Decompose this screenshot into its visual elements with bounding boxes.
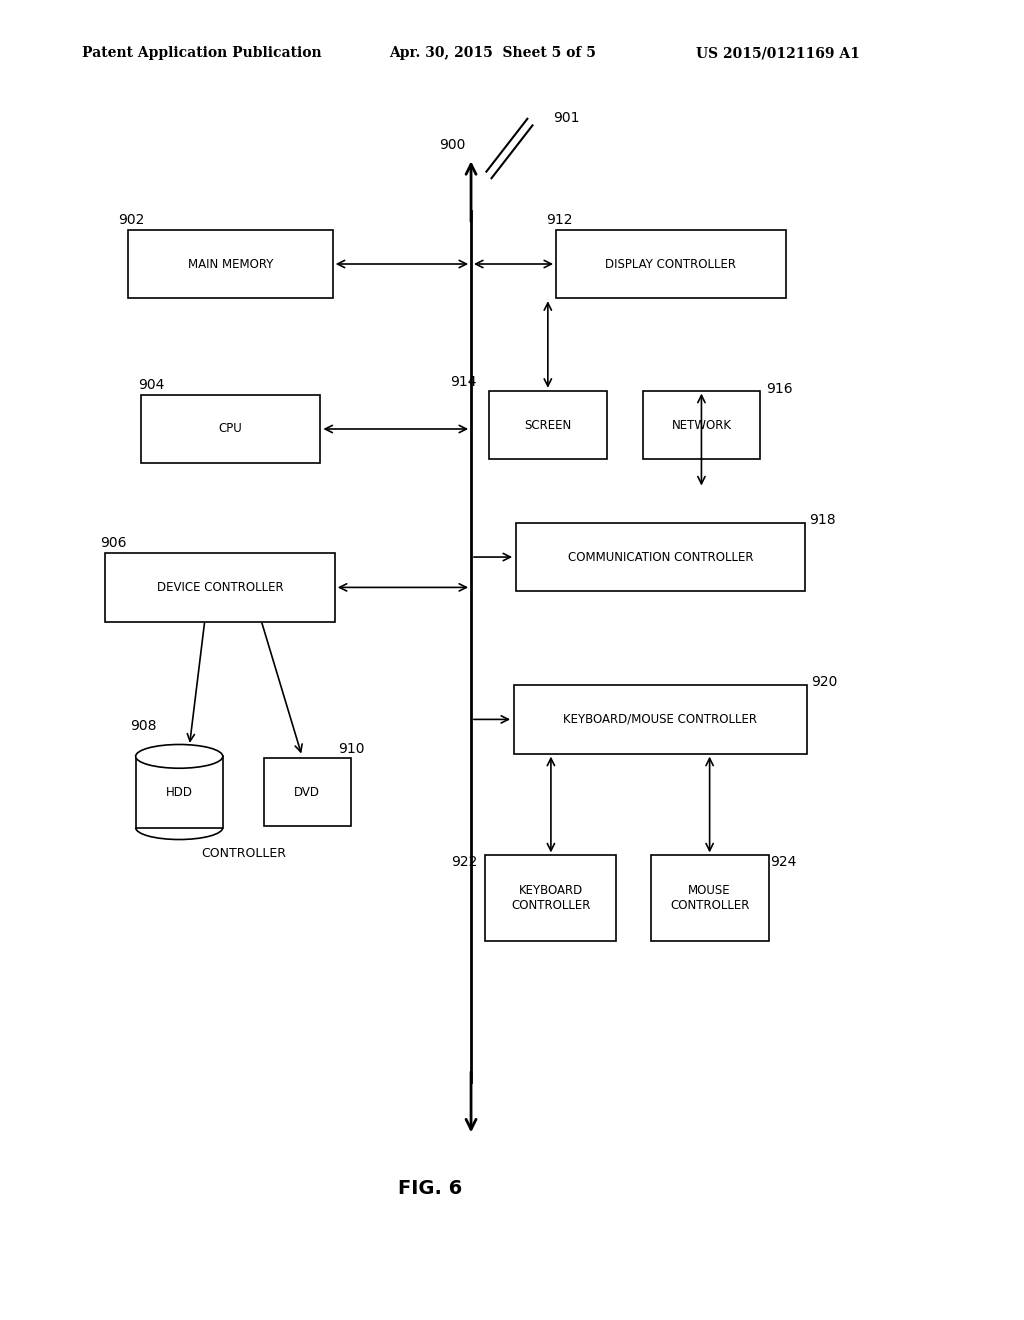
Text: FIG. 6: FIG. 6	[398, 1179, 462, 1197]
Text: DVD: DVD	[294, 785, 321, 799]
Text: MOUSE
CONTROLLER: MOUSE CONTROLLER	[670, 883, 750, 912]
FancyBboxPatch shape	[104, 553, 336, 622]
Text: 906: 906	[100, 536, 127, 550]
FancyBboxPatch shape	[514, 685, 807, 754]
Text: 902: 902	[118, 213, 144, 227]
Text: Apr. 30, 2015  Sheet 5 of 5: Apr. 30, 2015 Sheet 5 of 5	[389, 46, 596, 61]
Text: MAIN MEMORY: MAIN MEMORY	[187, 257, 273, 271]
Text: DISPLAY CONTROLLER: DISPLAY CONTROLLER	[605, 257, 736, 271]
Text: KEYBOARD
CONTROLLER: KEYBOARD CONTROLLER	[511, 883, 591, 912]
Text: 916: 916	[766, 383, 793, 396]
FancyBboxPatch shape	[485, 855, 616, 940]
Text: 900: 900	[439, 137, 466, 152]
Polygon shape	[135, 756, 223, 828]
FancyBboxPatch shape	[489, 391, 606, 459]
Text: 920: 920	[811, 676, 838, 689]
FancyBboxPatch shape	[516, 523, 805, 591]
Ellipse shape	[135, 744, 223, 768]
Text: 914: 914	[450, 375, 476, 389]
FancyBboxPatch shape	[128, 230, 333, 298]
Text: HDD: HDD	[166, 785, 193, 799]
Text: 924: 924	[770, 855, 797, 869]
Text: US 2015/0121169 A1: US 2015/0121169 A1	[696, 46, 860, 61]
Text: COMMUNICATION CONTROLLER: COMMUNICATION CONTROLLER	[567, 550, 754, 564]
Text: KEYBOARD/MOUSE CONTROLLER: KEYBOARD/MOUSE CONTROLLER	[563, 713, 758, 726]
FancyBboxPatch shape	[141, 395, 319, 463]
Text: 904: 904	[138, 378, 165, 392]
Text: 922: 922	[451, 855, 477, 869]
Text: 901: 901	[553, 111, 580, 125]
Text: SCREEN: SCREEN	[524, 418, 571, 432]
Text: Patent Application Publication: Patent Application Publication	[82, 46, 322, 61]
Text: CPU: CPU	[218, 422, 243, 436]
Text: 912: 912	[546, 213, 572, 227]
Text: DEVICE CONTROLLER: DEVICE CONTROLLER	[157, 581, 284, 594]
FancyBboxPatch shape	[555, 230, 786, 298]
FancyBboxPatch shape	[643, 391, 760, 459]
Text: 908: 908	[130, 718, 157, 733]
Text: 918: 918	[809, 513, 836, 527]
Text: NETWORK: NETWORK	[672, 418, 731, 432]
Text: 910: 910	[338, 742, 365, 756]
Text: CONTROLLER: CONTROLLER	[201, 847, 287, 861]
FancyBboxPatch shape	[264, 758, 350, 826]
FancyBboxPatch shape	[651, 855, 768, 940]
